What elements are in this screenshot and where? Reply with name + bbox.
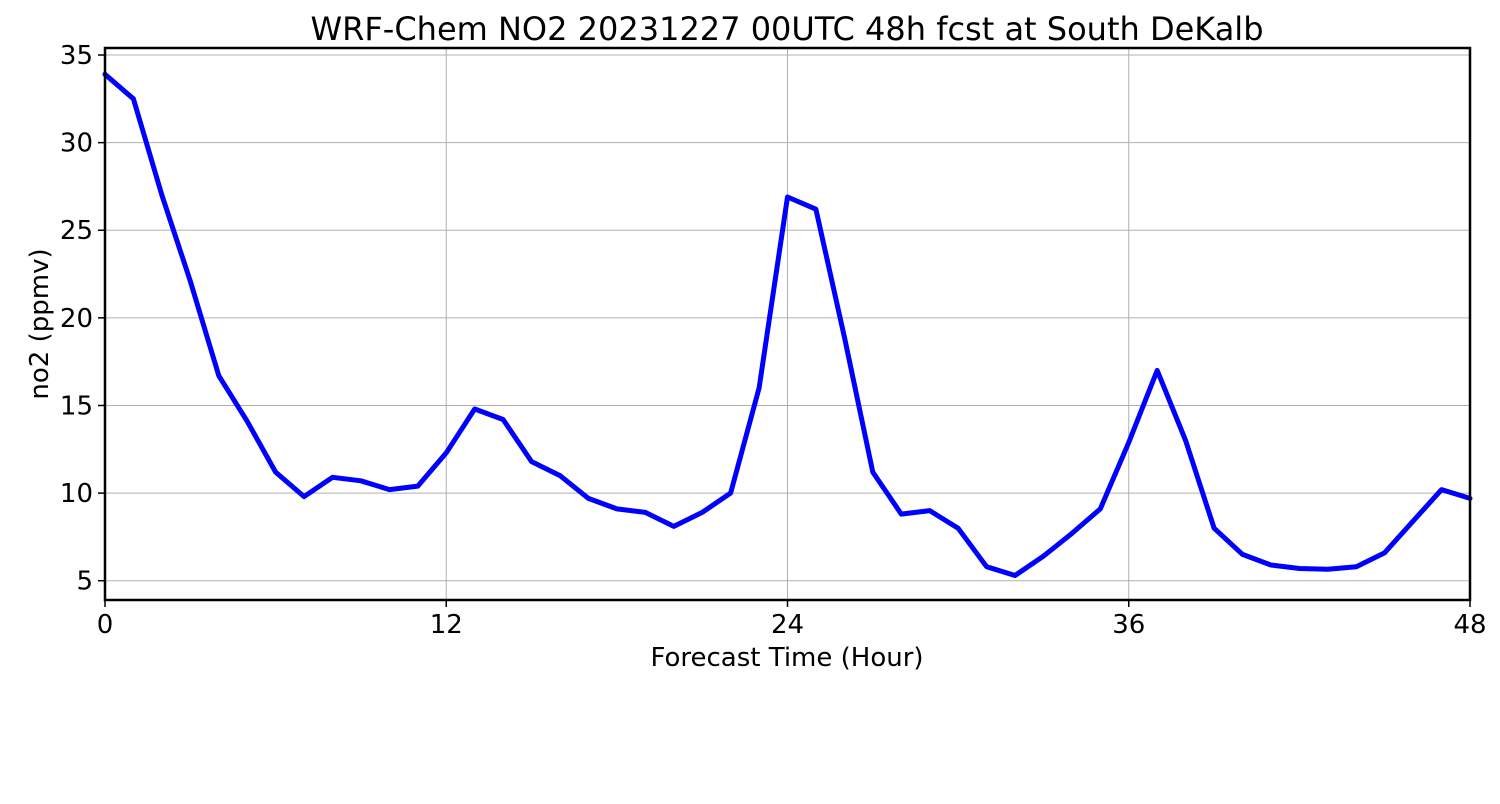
y-tick-label: 5: [76, 567, 93, 597]
series-layer: [102, 71, 1473, 578]
no2-series-line: [102, 71, 1473, 578]
x-tick-label: 24: [771, 610, 804, 640]
y-axis-label: no2 (ppmv): [25, 248, 55, 399]
grid-lines: [104, 48, 1471, 600]
y-tick-label: 30: [60, 129, 93, 159]
x-tick-label: 0: [97, 610, 114, 640]
x-tick-label: 36: [1112, 610, 1145, 640]
x-tick-label: 12: [430, 610, 463, 640]
y-tick-label: 20: [60, 304, 93, 334]
x-axis-label: Forecast Time (Hour): [650, 643, 923, 673]
y-tick-label: 10: [60, 479, 93, 509]
chart-title: WRF-Chem NO2 20231227 00UTC 48h fcst at …: [311, 10, 1264, 48]
y-tick-label: 15: [60, 391, 93, 421]
y-tick-label: 25: [60, 216, 93, 246]
y-tick-label: 35: [60, 41, 93, 71]
x-tick-label: 48: [1453, 610, 1486, 640]
axis-ticks: 0 12 24 36 48 5 10 15 20 25 30 35: [60, 41, 1487, 640]
